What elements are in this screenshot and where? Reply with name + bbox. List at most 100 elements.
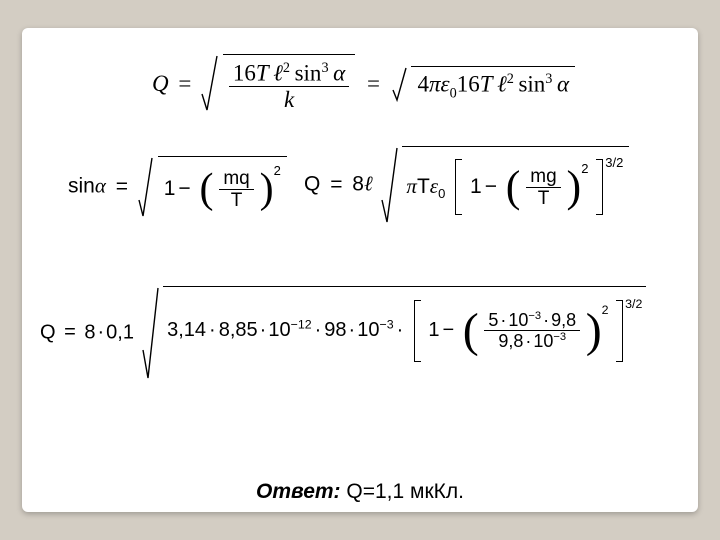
- eq4-dten: 10: [533, 331, 553, 351]
- answer-line: Ответ: Q=1,1 мкКл.: [22, 480, 698, 504]
- rparen-icon: ): [586, 307, 602, 355]
- lparen-icon: (: [463, 307, 479, 355]
- eq3-eps: ε: [430, 174, 438, 198]
- eq3-one: 1: [470, 175, 482, 198]
- eq1b-16: 16: [457, 71, 480, 96]
- eq1-equals-2: =: [361, 71, 386, 96]
- eq1b-sin: sin: [518, 71, 545, 96]
- eq1b-eps0: 0: [450, 85, 457, 101]
- eq4-98: 98: [324, 319, 346, 341]
- eq1-sqrt-1: 16T ℓ2 sin3 α k: [201, 54, 355, 118]
- equation-3: Q = 8ℓ πTε0 1− ( mg T )2 3/2: [304, 146, 629, 224]
- eq2-sin: sin: [68, 175, 95, 198]
- eq2-num: mq: [219, 169, 253, 190]
- eq2-minus: −: [175, 177, 193, 200]
- eq3-ell: ℓ: [364, 172, 373, 196]
- eq1-frac: 16T ℓ2 sin3 α k: [229, 61, 349, 112]
- eq1b-alpha: α: [557, 71, 569, 96]
- eq3-outexp: 3/2: [605, 155, 623, 170]
- lbracket-icon: [414, 300, 421, 362]
- eq4-n98: 9,8: [551, 310, 576, 330]
- eq4-8: 8: [84, 321, 95, 343]
- eq4-dot5: ·: [347, 319, 358, 341]
- eq1-sqrt-2: 4πε016T ℓ2 sin3 α: [392, 66, 575, 106]
- eq4-inexp: 2: [602, 303, 609, 317]
- rbracket-icon: [596, 159, 603, 215]
- radical-icon: [201, 54, 219, 112]
- eq4-frac: 5·10−3·9,8 9,8·10−3: [484, 311, 580, 351]
- eq3-num: mg: [526, 167, 560, 188]
- eq3-Q: Q: [304, 173, 320, 196]
- eq4-dot3: ·: [258, 319, 269, 341]
- eq3-8: 8: [352, 173, 364, 196]
- eq4-ddot: ·: [523, 331, 533, 351]
- eq4-exp3: −3: [379, 317, 393, 331]
- eq1b-sinexp: 3: [545, 71, 552, 87]
- eq4-885: 8,85: [219, 319, 258, 341]
- radical-icon: [138, 156, 154, 218]
- eq4-n5: 5: [488, 310, 498, 330]
- radical-icon: [381, 146, 399, 224]
- eq4-d98: 9,8: [498, 331, 523, 351]
- eq3-frac: mg T: [526, 167, 560, 209]
- rparen-icon: ): [567, 165, 582, 209]
- eq2-alpha: α: [95, 174, 106, 198]
- eq4-outexp: 3/2: [625, 297, 642, 311]
- eq1b-pi: π: [429, 71, 441, 96]
- equation-1: Q = 16T ℓ2 sin3 α k = 4πε016T ℓ2 si: [152, 54, 575, 118]
- eq2-frac: mq T: [219, 169, 253, 211]
- eq3-minus: −: [482, 175, 500, 198]
- eq2-den: T: [219, 190, 253, 210]
- eq3-den: T: [526, 188, 560, 208]
- radical-icon: [142, 286, 160, 380]
- equation-4: Q = 8·0,1 3,14·8,85·10−12·98·10−3· 1− ( …: [40, 286, 646, 380]
- rbracket-icon: [616, 300, 623, 362]
- eq4-Q: Q: [40, 321, 56, 343]
- eq3-T: T: [417, 175, 430, 198]
- eq3-inexp: 2: [581, 161, 588, 176]
- eq3-eps0: 0: [438, 186, 445, 201]
- lparen-icon: (: [506, 165, 521, 209]
- eq1-16: 16: [233, 61, 256, 86]
- eq4-dot4: ·: [312, 319, 325, 341]
- answer-value: Q=1,1 мкКл.: [346, 480, 464, 503]
- eq1-equals-1: =: [174, 71, 195, 96]
- eq1b-ell: ℓ: [497, 71, 507, 96]
- rparen-icon: ): [260, 168, 274, 210]
- eq1b-eps: ε: [441, 71, 450, 96]
- eq1-alpha: α: [333, 61, 345, 86]
- eq4-nexp1: −3: [528, 310, 541, 322]
- eq4-dexp: −3: [553, 331, 566, 343]
- eq4-exp12: −12: [291, 317, 312, 331]
- eq4-nten1: 10: [508, 310, 528, 330]
- eq1-sin-exp: 3: [321, 60, 328, 76]
- eq2-eq: =: [112, 175, 132, 198]
- eq4-ndot2: ·: [541, 310, 551, 330]
- eq1-ell: ℓ: [273, 61, 283, 86]
- eq1-T: T: [256, 61, 269, 86]
- eq2-one: 1: [164, 177, 176, 200]
- eq4-01: 0,1: [106, 321, 134, 343]
- eq4-dot6: ·: [394, 319, 407, 341]
- eq1-k: k: [284, 87, 294, 112]
- equation-2: sinα = 1− ( mq T )2: [68, 156, 287, 218]
- eq4-one: 1: [428, 319, 439, 341]
- content-card: Q = 16T ℓ2 sin3 α k = 4πε016T ℓ2 si: [22, 28, 698, 512]
- eq1-sin: sin: [295, 61, 322, 86]
- eq4-ndot1: ·: [498, 310, 508, 330]
- eq3-sqrt: πTε0 1− ( mg T )2 3/2: [381, 146, 630, 224]
- eq4-minus: −: [440, 319, 458, 341]
- eq4-dot2: ·: [206, 319, 219, 341]
- eq1b-T: T: [480, 71, 493, 96]
- eq2-exp: 2: [274, 163, 281, 178]
- eq1b-4: 4: [417, 71, 429, 96]
- eq1-ell-exp: 2: [283, 60, 290, 76]
- eq4-314: 3,14: [167, 319, 206, 341]
- eq4-sqrt: 3,14·8,85·10−12·98·10−3· 1− ( 5·10−3·9,8…: [142, 286, 647, 380]
- lbracket-icon: [455, 159, 462, 215]
- radical-icon: [392, 66, 408, 102]
- eq4-dot1: ·: [96, 321, 107, 343]
- eq4-eq: =: [61, 321, 79, 343]
- eq4-ten2: 10: [357, 319, 379, 341]
- lparen-icon: (: [199, 168, 213, 210]
